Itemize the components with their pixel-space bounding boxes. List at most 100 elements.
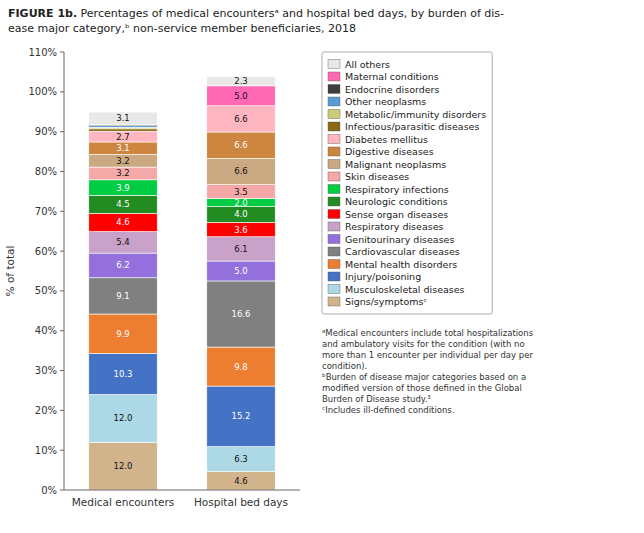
y-tick (60, 52, 64, 53)
data-label: 3.9 (116, 183, 130, 193)
data-label: 4.5 (116, 199, 130, 209)
legend-label: All others (345, 59, 390, 70)
legend-swatch (328, 272, 340, 281)
data-label: 2.0 (234, 198, 248, 208)
legend-label: Malignant neoplasms (345, 159, 446, 170)
y-axis-label: % of total (4, 246, 16, 297)
legend-swatch (328, 60, 340, 69)
y-tick (60, 91, 64, 92)
legend-label: Endocrine disorders (345, 84, 439, 95)
bar-segment (89, 112, 157, 124)
data-label: 4.0 (234, 209, 248, 219)
y-tick (60, 211, 64, 212)
data-label: 4.6 (116, 217, 130, 227)
y-tick-label: 80% (35, 166, 57, 177)
footnote: ᵃMedical encounters include total hospit… (322, 328, 534, 415)
legend-label: Injury/poisoning (345, 271, 421, 282)
title: FIGURE 1b. (8, 7, 77, 20)
data-label: 3.1 (116, 143, 130, 153)
bar-segment (89, 180, 157, 196)
data-label: 6.6 (234, 114, 248, 124)
legend-swatch (328, 210, 340, 219)
legend-swatch (328, 185, 340, 194)
y-axis-line (64, 52, 65, 490)
bar-segment (207, 386, 275, 447)
y-tick-label: 60% (35, 246, 57, 257)
subtitle: Percentages of medical encountersᵃ and h… (8, 7, 504, 35)
y-tick (60, 290, 64, 291)
y-tick (60, 490, 64, 491)
bar-segment (89, 353, 157, 394)
y-tick-label: 30% (35, 365, 57, 376)
legend-swatch (328, 85, 340, 94)
data-label: 9.8 (234, 362, 248, 372)
data-label: 9.9 (116, 329, 130, 339)
legend-label: Maternal conditions (345, 71, 439, 82)
bars (89, 77, 275, 490)
legend-label: Metabolic/immunity disorders (345, 109, 486, 120)
data-label: 2.7 (116, 132, 130, 142)
bar-segment (89, 442, 157, 490)
y-tick-label: 0% (41, 485, 57, 496)
legend-swatch (328, 222, 340, 231)
bar-segment (207, 206, 275, 222)
data-label: 5.0 (234, 266, 248, 276)
data-label: 9.1 (116, 291, 130, 301)
bar-segment (207, 447, 275, 472)
legend-swatch (328, 122, 340, 131)
legend-swatch (328, 160, 340, 169)
bar-segment (89, 394, 157, 442)
bar-segment (207, 472, 275, 490)
legend-swatch (328, 260, 340, 269)
legend-frame (322, 52, 492, 314)
y-tick-label: 70% (35, 206, 57, 217)
legend-swatch (328, 172, 340, 181)
y-tick-label: 40% (35, 325, 57, 336)
data-label: 3.1 (116, 113, 130, 123)
bar-segment (89, 253, 157, 278)
y-tick-label: 20% (35, 405, 57, 416)
bar-segment (89, 154, 157, 167)
data-label: 12.0 (114, 413, 133, 423)
legend-swatch (328, 197, 340, 206)
bar-segment (89, 131, 157, 142)
y-tick-label: 100% (28, 86, 57, 97)
legend-label: Digestive diseases (345, 146, 434, 157)
data-label: 3.6 (234, 225, 248, 235)
y-tick (60, 410, 64, 411)
data-label: 6.6 (234, 140, 248, 150)
bar-segment (207, 106, 275, 132)
legend-label: Sense organ diseases (345, 209, 448, 220)
data-label: 12.0 (114, 461, 133, 471)
legend-label: Cardiovascular diseases (345, 246, 460, 257)
data-label: 6.1 (234, 244, 248, 254)
bar-segment (207, 222, 275, 236)
data-label: 5.0 (234, 91, 248, 101)
bar-segment (207, 185, 275, 199)
bar-segment (207, 132, 275, 158)
data-labels: 12.012.010.39.99.16.25.44.64.53.93.23.23… (114, 76, 251, 486)
y-tick (60, 251, 64, 252)
legend-swatch (328, 110, 340, 119)
bar-segment (89, 195, 157, 213)
bar-segment (207, 261, 275, 281)
legend-label: Signs/symptomsᶜ (345, 296, 427, 307)
legend-label: Respiratory infections (345, 184, 449, 195)
y-tick (60, 370, 64, 371)
x-tick-label: Hospital bed days (194, 496, 288, 508)
legend-label: Neurologic conditions (345, 196, 448, 207)
y-tick-label: 90% (35, 126, 57, 137)
bar-segment (207, 347, 275, 386)
y-tick-label: 50% (35, 285, 57, 296)
data-label: 3.2 (116, 156, 130, 166)
y-tick (60, 330, 64, 331)
bar-segment (207, 281, 275, 347)
axes: 0%10%20%30%40%50%60%70%80%90%100%110%Med… (4, 47, 300, 509)
y-tick-label: 110% (28, 47, 57, 58)
data-label: 15.2 (232, 411, 251, 421)
data-label: 3.2 (116, 168, 130, 178)
data-label: 2.3 (234, 76, 248, 86)
bar-segment (207, 86, 275, 106)
y-tick (60, 171, 64, 172)
y-tick-label: 10% (35, 445, 57, 456)
